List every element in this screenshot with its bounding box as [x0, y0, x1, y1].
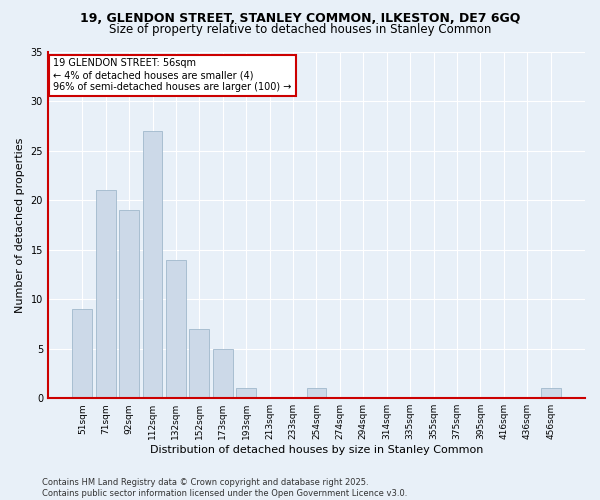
Text: 19 GLENDON STREET: 56sqm
← 4% of detached houses are smaller (4)
96% of semi-det: 19 GLENDON STREET: 56sqm ← 4% of detache… — [53, 58, 292, 92]
Bar — [236, 388, 256, 398]
Bar — [119, 210, 139, 398]
Text: Contains HM Land Registry data © Crown copyright and database right 2025.
Contai: Contains HM Land Registry data © Crown c… — [42, 478, 407, 498]
Text: 19, GLENDON STREET, STANLEY COMMON, ILKESTON, DE7 6GQ: 19, GLENDON STREET, STANLEY COMMON, ILKE… — [80, 12, 520, 26]
Bar — [213, 348, 233, 398]
Y-axis label: Number of detached properties: Number of detached properties — [15, 137, 25, 312]
Bar — [166, 260, 186, 398]
Text: Size of property relative to detached houses in Stanley Common: Size of property relative to detached ho… — [109, 22, 491, 36]
Bar — [541, 388, 560, 398]
Bar — [143, 130, 163, 398]
Bar — [190, 329, 209, 398]
X-axis label: Distribution of detached houses by size in Stanley Common: Distribution of detached houses by size … — [150, 445, 483, 455]
Bar — [73, 309, 92, 398]
Bar — [96, 190, 116, 398]
Bar — [307, 388, 326, 398]
